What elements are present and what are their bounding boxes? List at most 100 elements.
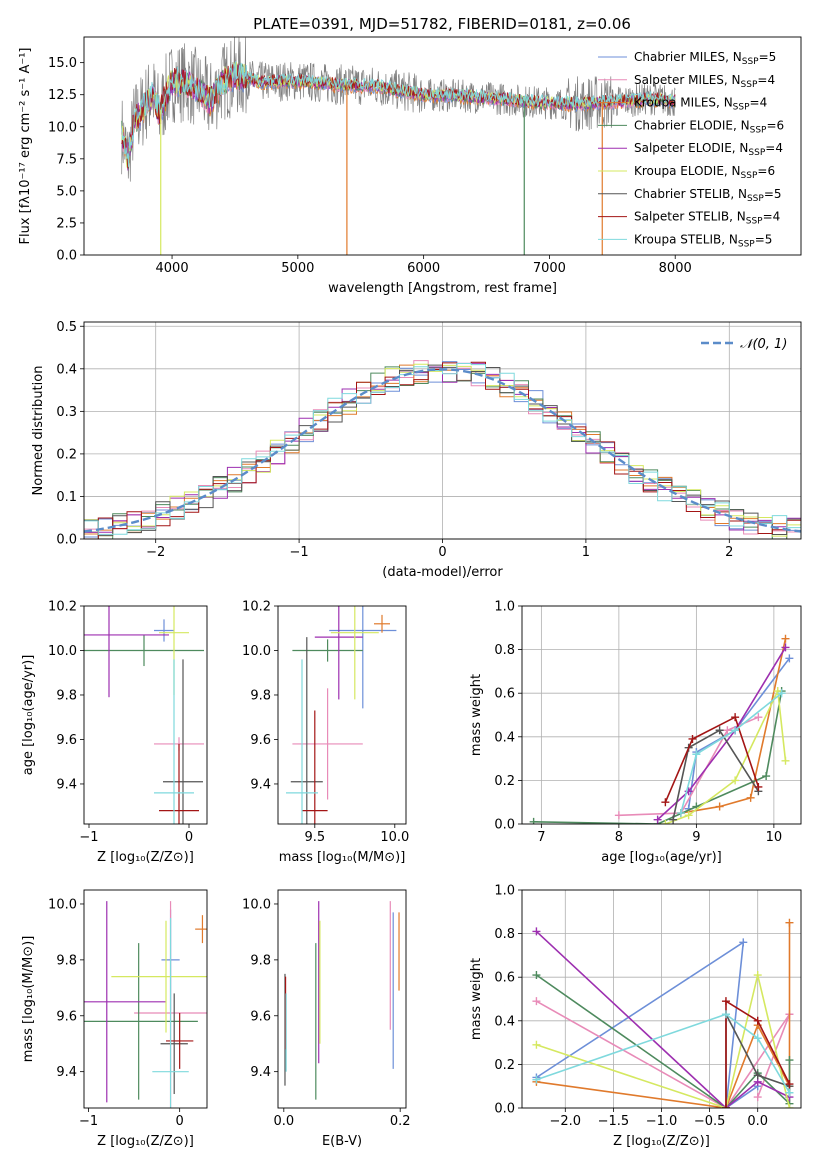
axes-frame: [83, 889, 208, 1109]
series-point: [753, 1093, 762, 1102]
plot-area: [84, 606, 204, 824]
x-axis-label: mass [log₁₀(M/M⊙)]: [279, 850, 406, 865]
series-point: [715, 802, 724, 811]
x-tick-label: 0.2: [390, 1114, 411, 1129]
spectrum-title: PLATE=0391, MJD=51782, FIBERID=0181, z=0…: [253, 15, 631, 33]
y-tick-label: 9.6: [250, 733, 271, 748]
x-tick-label: −1.5: [598, 1114, 630, 1129]
legend-nssp-value: =: [757, 164, 767, 178]
legend-nssp-value: =: [764, 187, 774, 201]
x-tick-label: 10: [766, 830, 783, 845]
x-axis-label: age [log₁₀(age/yr)]: [601, 850, 722, 865]
y-tick-label: 10.2: [242, 600, 271, 615]
series-line: [535, 940, 759, 1108]
legend-nssp-value: =: [765, 141, 775, 155]
y-tick-label: 0.5: [56, 320, 77, 335]
y-tick-label: 0.0: [494, 1102, 515, 1117]
legend-nssp-count: 6: [767, 164, 775, 178]
x-tick-label: −1: [79, 1114, 98, 1129]
legend-nssp-symbol: N: [729, 232, 738, 246]
y-tick-label: 5.0: [56, 184, 77, 199]
series-line: [680, 638, 787, 814]
series-point: [785, 1056, 794, 1065]
legend-model-name: Kroupa ELODIE,: [634, 164, 732, 178]
y-tick-label: 0.2: [494, 1058, 515, 1073]
x-tick-label: 8000: [659, 261, 692, 276]
plot-area: [529, 634, 794, 824]
legend-nssp-value: =: [755, 232, 765, 246]
legend-nssp-count: 4: [760, 96, 768, 110]
y-tick-label: 9.4: [56, 1065, 77, 1080]
x-tick-label: 1: [582, 545, 590, 560]
y-tick-label: 9.8: [250, 953, 271, 968]
mass-weight-vs-age-plot: 7 8 9 10 0.0 0.2 0.4 0.6 0.8 1.0 age [log₁₀(age/yr…: [469, 600, 802, 865]
series-point: [785, 1104, 794, 1108]
y-tick-label: 1.0: [494, 884, 515, 899]
legend-model-name: Chabrier STELIB,: [634, 187, 738, 201]
y-tick-label: 1.0: [494, 600, 515, 615]
legend-nssp-value: =: [759, 50, 769, 64]
y-tick-label: 0.4: [494, 730, 515, 745]
x-tick-label: 2: [725, 545, 733, 560]
series-point: [721, 1104, 730, 1108]
series-point: [781, 634, 790, 643]
y-axis-label: mass [log₁₀(M/M⊙)]: [21, 936, 36, 1063]
x-tick-label: 0: [438, 545, 446, 560]
legend-nssp-count: 4: [767, 73, 775, 87]
legend-nssp-symbol: N: [737, 210, 746, 224]
y-tick-label: 0.1: [56, 490, 77, 505]
y-axis-label: mass weight: [469, 674, 484, 756]
x-tick-label: 0: [176, 1114, 184, 1129]
y-tick-label: 9.8: [56, 953, 77, 968]
y-tick-label: 0.2: [494, 774, 515, 789]
series-point: [731, 726, 740, 735]
series-point: [762, 772, 771, 781]
legend-entry: Kroupa MILES, NSSP=4: [634, 96, 767, 113]
y-axis-label: Normed distribution: [31, 366, 46, 496]
series-point: [653, 815, 662, 824]
plot-area: [532, 918, 794, 1108]
legend-nssp-subscript: SSP: [742, 57, 759, 67]
y-tick-label: 9.6: [250, 1009, 271, 1024]
normal-curve-line: [84, 368, 801, 533]
series-point: [731, 776, 740, 785]
series-point: [785, 654, 794, 663]
legend-entry: Salpeter ELODIE, NSSP=4: [634, 141, 783, 158]
x-axis-label: Z [log₁₀(Z/Z⊙)]: [613, 1134, 710, 1149]
x-axis-label: E(B-V): [322, 1134, 362, 1149]
series-point: [715, 726, 724, 735]
series-point: [753, 1034, 762, 1043]
y-tick-label: 0.0: [56, 249, 77, 264]
y-tick-label: 0.4: [56, 362, 77, 377]
x-tick-label: 10.0: [380, 830, 409, 845]
residual-histogram-line: [84, 363, 801, 539]
axes-frame: [277, 889, 407, 1109]
legend-nssp-symbol: N: [741, 118, 750, 132]
legend-nssp-subscript: SSP: [747, 194, 764, 204]
legend-entry: Salpeter MILES, NSSP=4: [634, 73, 775, 90]
series-line: [618, 716, 759, 817]
series-point: [661, 798, 670, 807]
series-point: [754, 782, 763, 791]
series-point: [721, 997, 730, 1006]
series-point: [684, 811, 693, 820]
legend-nssp-subscript: SSP: [733, 103, 750, 113]
plot-area: [84, 901, 207, 1108]
x-tick-label: 4000: [156, 261, 189, 276]
plot-area: [121, 37, 676, 255]
y-axis-label: age [log₁₀(age/yr)]: [21, 655, 36, 776]
legend-nssp-count: 4: [773, 210, 781, 224]
legend-nssp-symbol: N: [732, 164, 741, 178]
mass-vs-metallicity-plot: −1 0 9.4 9.6 9.8 10.0 Z [log₁₀(Z/Z⊙)] mass [log…: [21, 889, 208, 1149]
series-point: [731, 713, 740, 722]
y-tick-label: 9.8: [250, 688, 271, 703]
y-tick-label: 9.4: [250, 777, 271, 792]
legend-nssp-count: 6: [777, 118, 785, 132]
y-tick-label: 9.6: [56, 733, 77, 748]
series-point: [785, 1088, 794, 1097]
observed-spectrum-line: [121, 37, 676, 182]
series-point: [781, 756, 790, 765]
legend-nssp-subscript: SSP: [746, 217, 763, 227]
series-line: [664, 716, 760, 803]
y-tick-label: 10.2: [48, 600, 77, 615]
